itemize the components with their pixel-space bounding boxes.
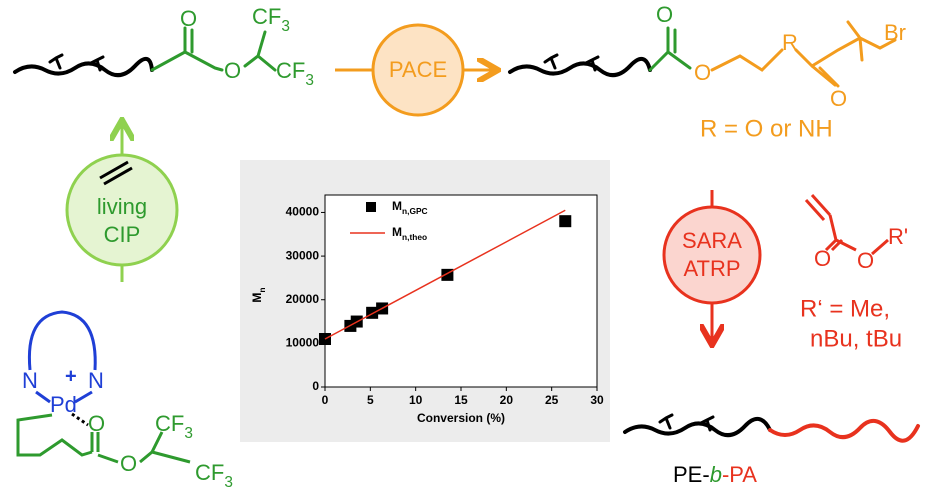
cf3-label: CF3 <box>276 58 314 89</box>
charge: + <box>65 365 77 387</box>
catalyst-bonds <box>16 310 191 464</box>
atom-n: N <box>88 368 104 393</box>
cip-circle <box>65 153 179 267</box>
block-copolymer <box>623 413 920 443</box>
legend-marker <box>366 202 376 212</box>
ethylene <box>99 160 133 186</box>
x-tick-label: 0 <box>322 393 329 407</box>
cip-label: living <box>97 194 147 219</box>
atom-o: O <box>224 58 241 83</box>
atom-o: O <box>88 411 105 436</box>
atom-o: O <box>857 248 874 273</box>
atom-o: O <box>814 246 831 271</box>
atom-o: O <box>656 2 673 27</box>
atom-o: O <box>180 6 197 31</box>
atom-o: O <box>830 86 847 111</box>
plot-frame <box>324 194 598 388</box>
x-tick-label: 20 <box>500 393 514 407</box>
legend-label: Mn,GPC <box>392 199 428 216</box>
y-tick-label: 40000 <box>286 205 320 219</box>
sara-label: ATRP <box>683 256 740 281</box>
r-definition: nBu, tBu <box>810 325 902 352</box>
x-axis-label: Conversion (%) <box>417 411 505 425</box>
acrylate-bonds <box>804 193 889 256</box>
point <box>559 215 572 228</box>
x-tick-label: 5 <box>367 393 374 407</box>
x-tick-label: 15 <box>454 393 468 407</box>
cip-label: CIP <box>104 222 141 247</box>
atom-pd: Pd <box>50 392 77 417</box>
y-tick-label: 20000 <box>286 292 320 306</box>
polymer-top-right <box>508 20 897 88</box>
x-tick-label: 10 <box>409 393 423 407</box>
cf3-label: CF3 <box>155 411 193 442</box>
x-tick-label: 25 <box>545 393 559 407</box>
atom-o: O <box>120 451 137 476</box>
fit-line <box>324 209 566 340</box>
atom-r: R <box>782 30 798 55</box>
atom-r: R' <box>888 224 908 249</box>
polymer-top-left <box>13 26 277 78</box>
y-axis-label: Mn <box>250 287 267 302</box>
atom-o: O <box>694 60 711 85</box>
r-definition: R = O or NH <box>700 115 833 142</box>
y-tick-label: 0 <box>312 379 319 393</box>
x-tick-label: 30 <box>590 393 604 407</box>
product-label: PE-b-PA <box>673 462 757 487</box>
cf3-label: CF3 <box>252 4 290 35</box>
y-tick-label: 10000 <box>286 336 320 350</box>
sara-label: SARA <box>682 228 742 253</box>
atom-br: Br <box>884 20 906 45</box>
atom-n: N <box>22 368 38 393</box>
cf3-label: CF3 <box>195 460 233 491</box>
r-definition: R‘ = Me, <box>800 295 890 322</box>
legend-label: Mn,theo <box>392 225 427 242</box>
chart: 0 5 10 15 20 25 30 0 10000 20000 30000 40000 Convers… <box>250 194 604 425</box>
y-tick-label: 30000 <box>286 248 320 262</box>
pace-label: PACE <box>389 57 447 82</box>
pace-circle <box>371 23 465 117</box>
sara-circle <box>662 205 762 305</box>
